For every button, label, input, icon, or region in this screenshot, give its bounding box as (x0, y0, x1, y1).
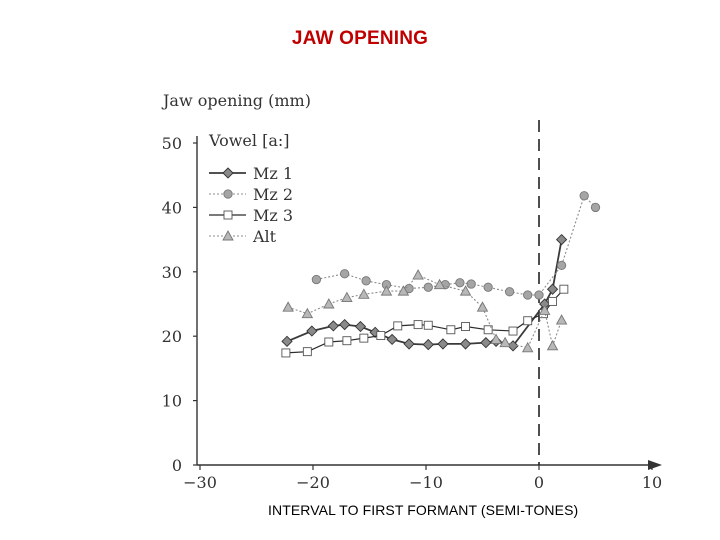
x-axis-arrow-icon (648, 460, 662, 470)
data-point (579, 191, 589, 201)
y-axis-label: Jaw opening (mm) (161, 91, 311, 110)
x-tick-label: −10 (409, 473, 443, 492)
data-point (523, 290, 533, 300)
data-point (403, 338, 415, 350)
data-point (534, 290, 544, 300)
data-point (393, 321, 403, 331)
data-point (358, 288, 370, 299)
data-point (504, 287, 515, 297)
data-point (546, 339, 559, 351)
data-point (555, 233, 568, 246)
data-point (397, 285, 410, 296)
data-point (323, 298, 335, 309)
data-point (380, 285, 393, 296)
series-alt (282, 269, 568, 353)
series-layer (281, 191, 601, 358)
legend-label: Alt (252, 227, 277, 246)
data-point (546, 283, 559, 295)
data-point (281, 335, 293, 347)
x-tick-label: 10 (642, 473, 662, 492)
y-tick-label: 0 (172, 456, 182, 475)
data-point (548, 296, 558, 306)
series-line (286, 239, 563, 347)
legend-label: Mz 2 (253, 185, 293, 204)
legend-marker (222, 230, 234, 241)
data-point (590, 202, 601, 213)
data-point (555, 314, 568, 325)
data-point (412, 269, 424, 280)
data-point (306, 325, 318, 337)
data-point (446, 325, 456, 335)
data-point (339, 318, 351, 331)
data-point (386, 333, 398, 346)
x-ticks: −30 −20 −10 0 10 (183, 465, 662, 492)
legend-marker (223, 189, 233, 199)
data-point (521, 341, 534, 353)
data-point (508, 326, 518, 336)
data-point (342, 336, 352, 346)
y-tick-label: 50 (162, 134, 182, 153)
data-point (413, 320, 423, 330)
data-point (433, 278, 446, 290)
data-point (490, 333, 502, 344)
data-point (324, 337, 334, 347)
data-point (538, 304, 551, 315)
data-point (301, 307, 314, 319)
y-tick-label: 20 (162, 327, 182, 346)
data-point (423, 282, 433, 292)
legend-marker (223, 210, 233, 220)
legend-label: Mz 3 (253, 206, 293, 225)
data-point (422, 338, 434, 351)
legend: Vowel [a:] Mz 1 Mz 2 Mz 3 Alt (208, 131, 293, 246)
legend-item: Alt (209, 227, 277, 246)
data-point (281, 348, 291, 358)
data-point (354, 320, 367, 333)
y-tick-label: 30 (162, 263, 182, 282)
series-mz-1 (281, 233, 568, 352)
x-tick-label: 0 (534, 473, 544, 492)
x-axis-caption: INTERVAL TO FIRST FORMANT (SEMI-TONES) (268, 502, 579, 518)
slide-title: JAW OPENING (291, 28, 429, 49)
y-ticks: 0 10 20 30 40 50 (162, 134, 197, 475)
legend-title: Vowel [a:] (208, 131, 290, 150)
data-point (523, 316, 533, 326)
data-point (466, 279, 476, 289)
data-point (376, 331, 386, 341)
legend-label: Mz 1 (253, 164, 293, 183)
data-point (359, 333, 369, 343)
data-point (311, 274, 322, 285)
data-point (459, 285, 472, 296)
data-point (302, 347, 312, 357)
data-point (499, 336, 511, 348)
data-point (476, 301, 489, 312)
x-tick-label: −20 (296, 473, 330, 492)
data-point (437, 338, 449, 350)
legend-items: Mz 1 Mz 2 Mz 3 Alt (209, 164, 293, 246)
data-point (461, 322, 470, 331)
y-tick-label: 10 (162, 392, 182, 411)
legend-item: Mz 3 (209, 206, 293, 225)
data-point (282, 301, 294, 312)
y-tick-label: 40 (162, 198, 182, 217)
data-point (556, 260, 567, 271)
data-point (341, 291, 353, 303)
data-point (559, 284, 569, 294)
legend-marker (222, 167, 234, 179)
data-point (459, 338, 472, 350)
data-point (327, 320, 339, 332)
legend-item: Mz 2 (209, 185, 293, 204)
data-point (339, 269, 350, 279)
data-point (483, 282, 493, 292)
x-tick-label: −30 (183, 473, 217, 492)
data-point (455, 278, 465, 288)
series-line (316, 194, 596, 296)
data-point (361, 276, 371, 286)
legend-item: Mz 1 (209, 164, 293, 183)
data-point (423, 320, 433, 330)
data-point (480, 337, 492, 349)
series-mz-2 (311, 191, 601, 300)
